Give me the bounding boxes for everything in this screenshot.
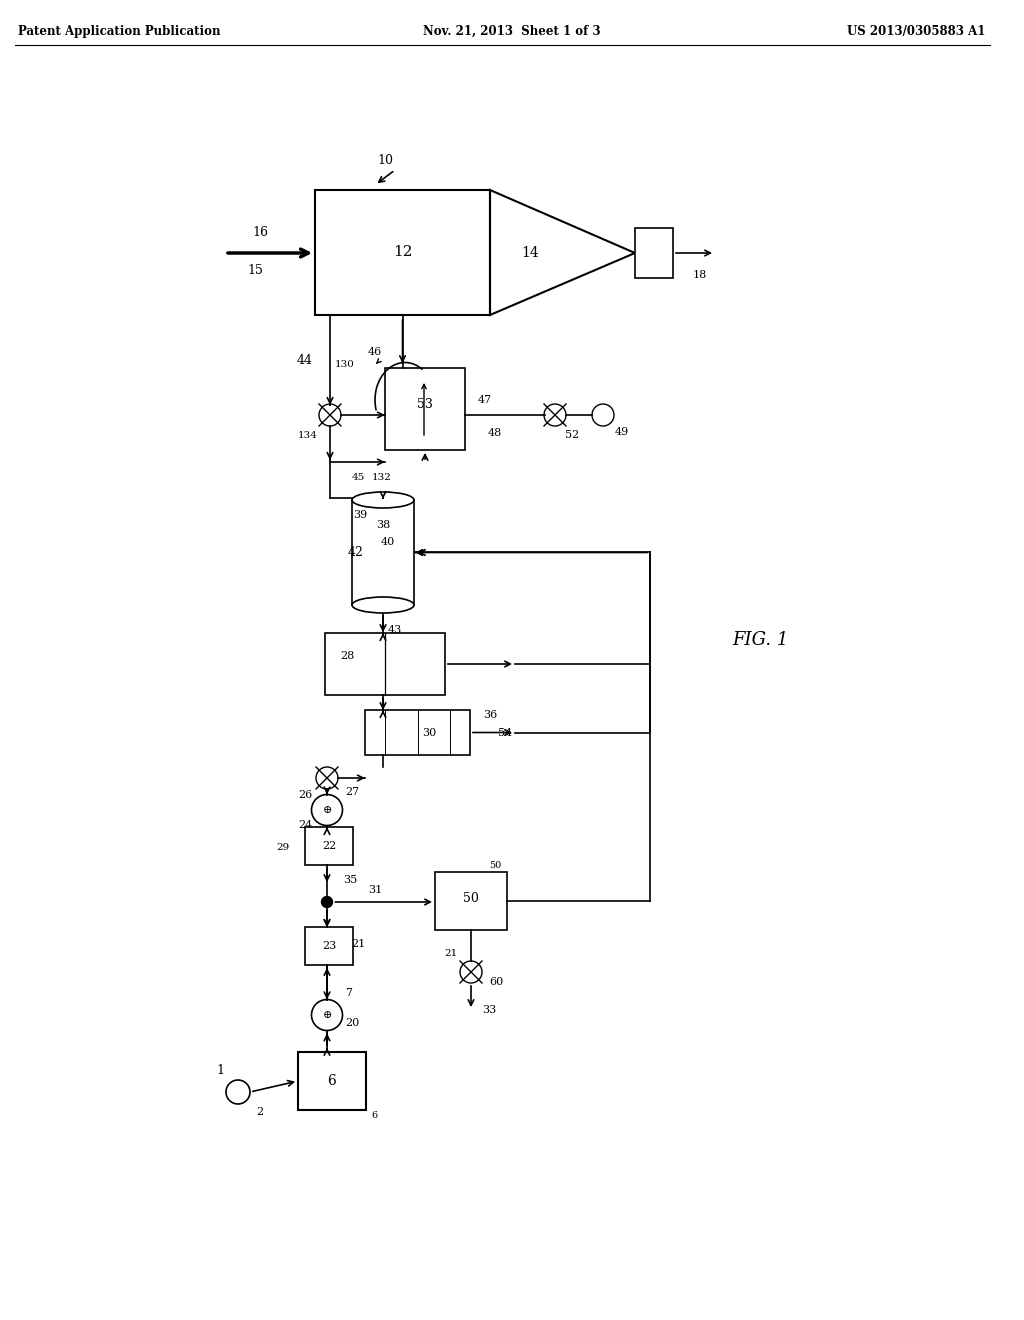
Text: 46: 46 [368, 347, 382, 356]
Text: 50: 50 [463, 891, 479, 904]
Text: 40: 40 [381, 537, 395, 546]
Bar [435, 873, 507, 931]
Text: 21: 21 [444, 949, 458, 958]
Text: 39: 39 [353, 510, 368, 520]
Text: 22: 22 [322, 841, 336, 851]
Text: ⊕: ⊕ [323, 805, 332, 814]
Text: 10: 10 [377, 153, 393, 166]
Text: 20: 20 [345, 1018, 359, 1028]
Bar [385, 368, 465, 450]
Bar [352, 500, 414, 605]
Text: 47: 47 [478, 395, 493, 405]
Ellipse shape [352, 597, 414, 612]
Text: 48: 48 [487, 428, 502, 438]
Text: 16: 16 [252, 227, 268, 239]
Text: 52: 52 [565, 430, 580, 440]
Text: 15: 15 [247, 264, 263, 276]
Text: 7: 7 [345, 987, 352, 998]
Text: ⊕: ⊕ [323, 1010, 332, 1020]
Text: 132: 132 [372, 474, 392, 483]
Text: 27: 27 [345, 787, 359, 797]
Text: 60: 60 [488, 977, 503, 987]
Text: 134: 134 [298, 430, 317, 440]
Text: 50: 50 [488, 861, 501, 870]
Text: 54: 54 [498, 729, 512, 738]
Text: 36: 36 [483, 710, 497, 719]
Bar [635, 228, 673, 279]
Text: 35: 35 [343, 875, 357, 884]
Text: 26: 26 [298, 789, 312, 800]
Text: 43: 43 [388, 624, 402, 635]
Text: 53: 53 [417, 397, 433, 411]
Text: 33: 33 [482, 1005, 496, 1015]
Bar [305, 828, 353, 865]
Text: 30: 30 [422, 727, 436, 738]
Text: FIG. 1: FIG. 1 [732, 631, 788, 649]
Bar [365, 710, 470, 755]
Ellipse shape [352, 492, 414, 508]
Text: Patent Application Publication: Patent Application Publication [18, 25, 220, 38]
Text: 49: 49 [614, 426, 629, 437]
Text: 12: 12 [393, 246, 413, 260]
Text: 28: 28 [340, 651, 354, 661]
Text: 6: 6 [371, 1110, 377, 1119]
Text: 44: 44 [297, 354, 313, 367]
Bar [298, 1052, 366, 1110]
Text: 18: 18 [693, 271, 708, 280]
Text: 31: 31 [368, 884, 382, 895]
Text: 14: 14 [521, 246, 539, 260]
Text: US 2013/0305883 A1: US 2013/0305883 A1 [847, 25, 985, 38]
Bar [325, 634, 445, 696]
Text: 6: 6 [328, 1074, 336, 1088]
Text: Nov. 21, 2013  Sheet 1 of 3: Nov. 21, 2013 Sheet 1 of 3 [423, 25, 601, 38]
Text: 1: 1 [216, 1064, 224, 1077]
Text: 21: 21 [351, 939, 366, 949]
Text: 38: 38 [376, 520, 390, 531]
Text: 130: 130 [335, 360, 355, 370]
Text: 29: 29 [276, 842, 290, 851]
Text: 42: 42 [348, 546, 364, 558]
Text: 2: 2 [256, 1107, 263, 1117]
Bar [305, 927, 353, 965]
Text: 45: 45 [351, 474, 365, 483]
Text: 24: 24 [298, 820, 312, 830]
Text: 23: 23 [322, 941, 336, 950]
Circle shape [322, 896, 333, 908]
Bar [315, 190, 490, 315]
